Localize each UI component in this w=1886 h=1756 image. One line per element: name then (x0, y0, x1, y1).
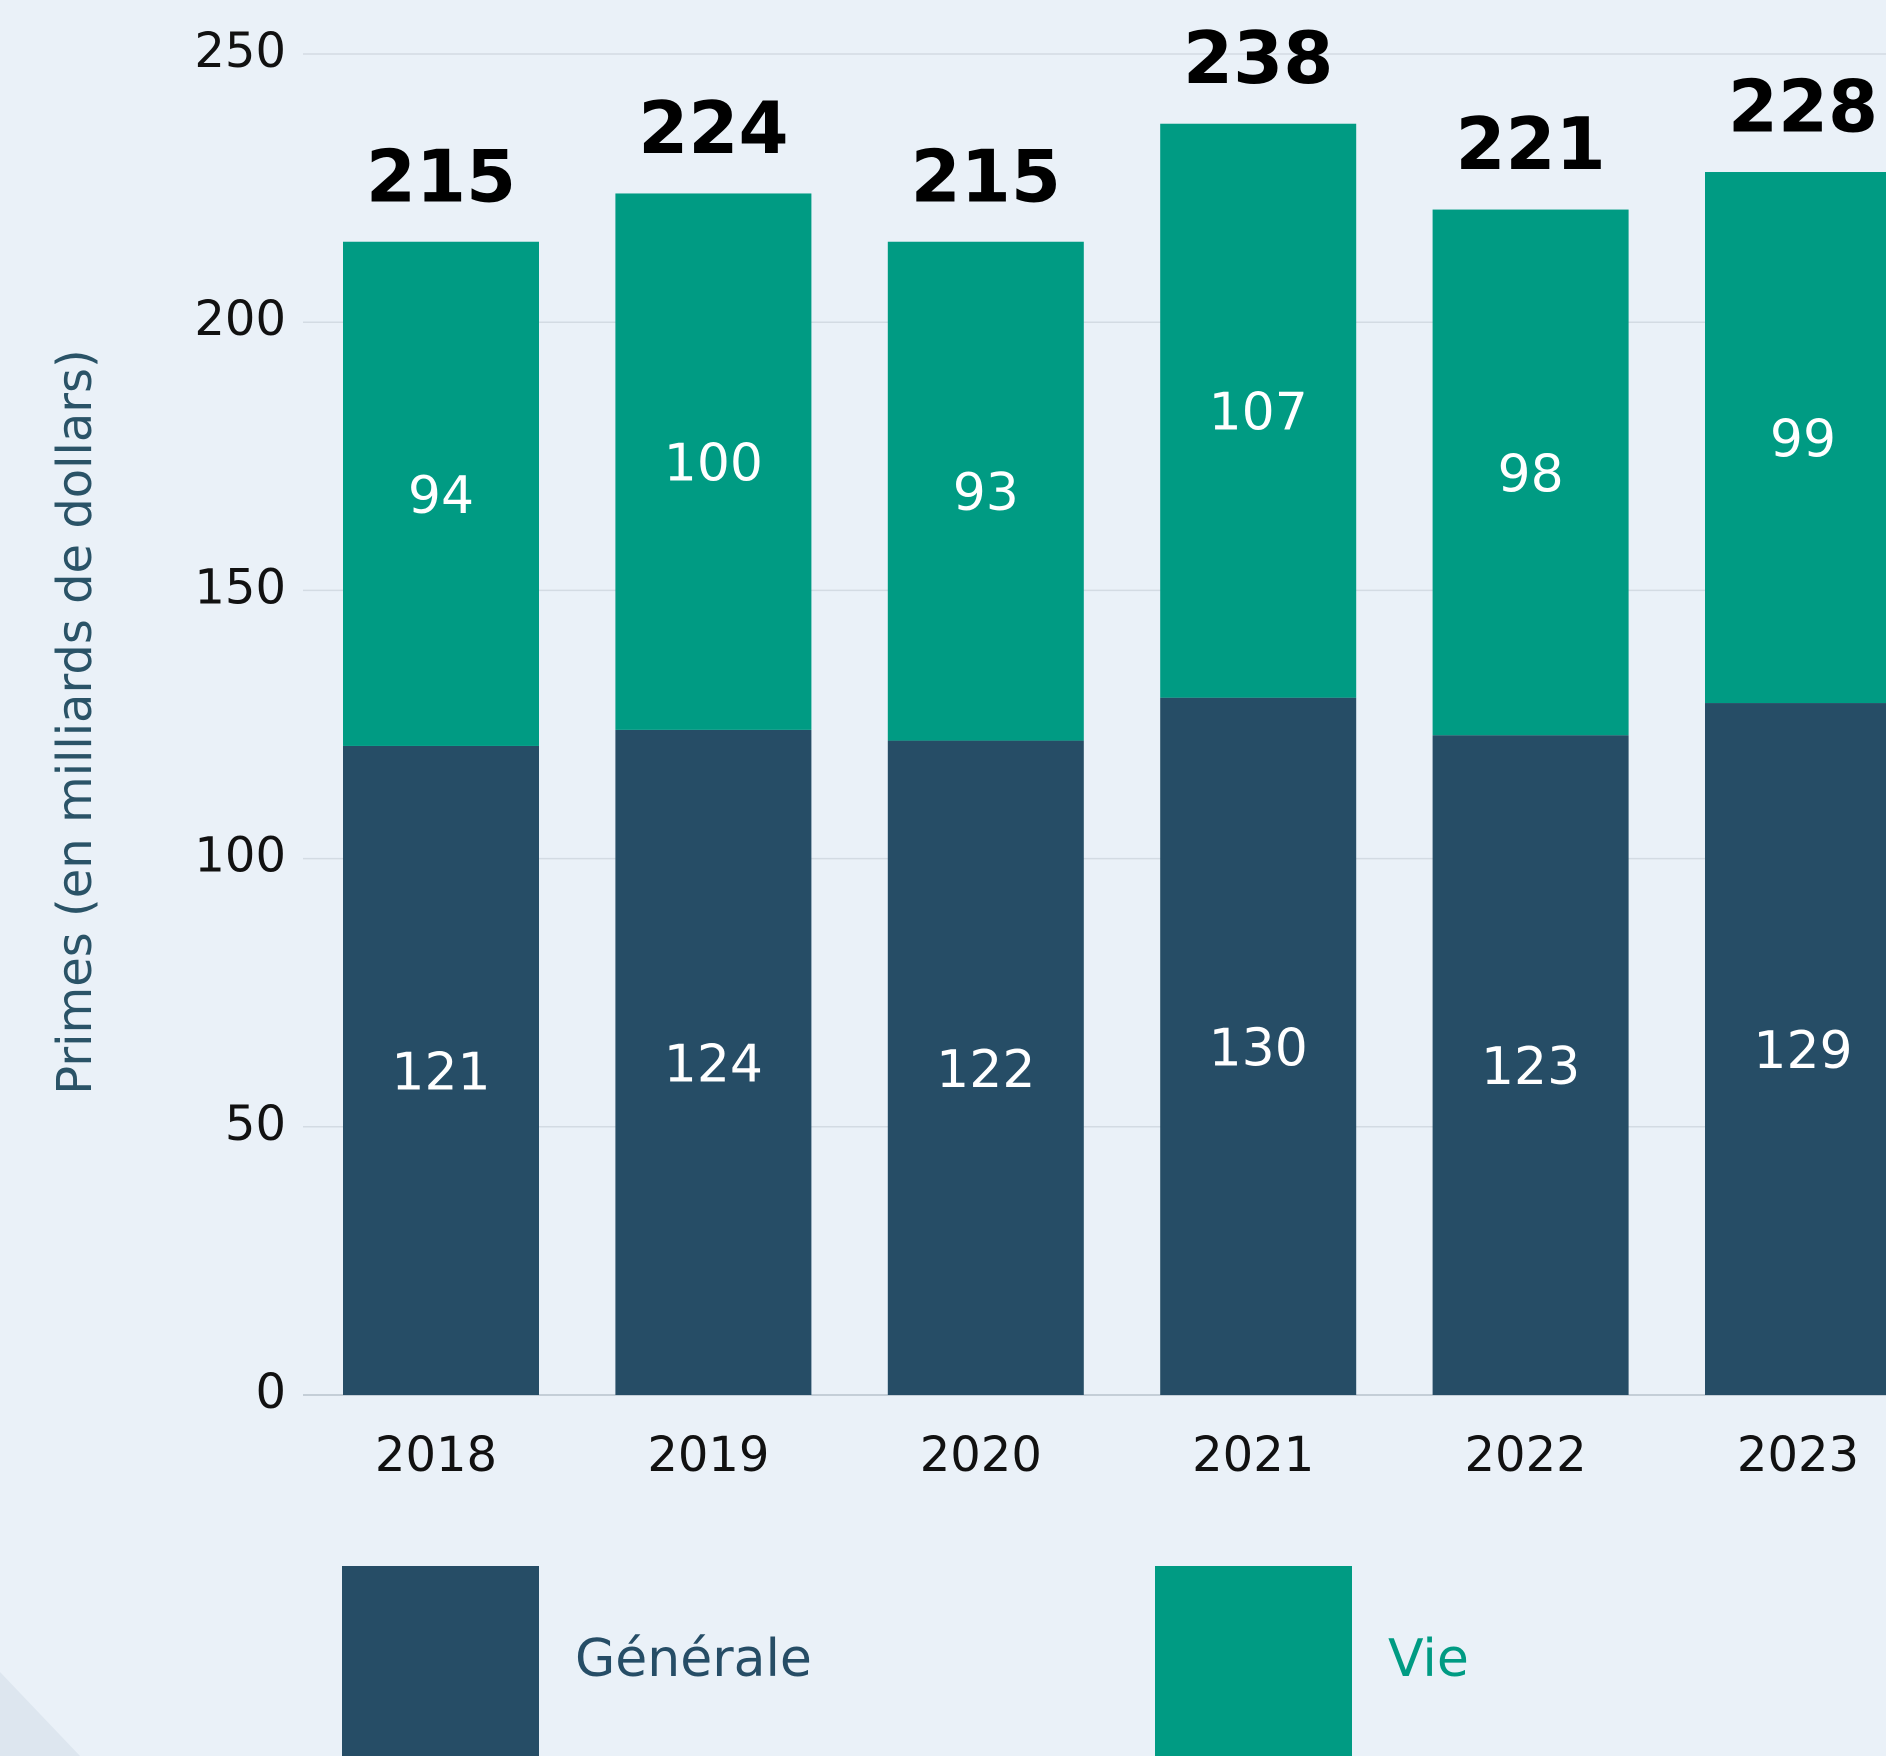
y-tick-label: 50 (225, 1096, 286, 1152)
y-tick-label: 150 (194, 559, 286, 615)
legend-label: Générale (575, 1629, 812, 1689)
legend-swatch (1155, 1566, 1352, 1756)
total-label: 215 (911, 134, 1061, 218)
x-tick-label: 2020 (920, 1427, 1042, 1483)
legend-swatch (342, 1566, 539, 1756)
bar-segment (343, 745, 539, 1395)
value-label: 121 (391, 1042, 490, 1102)
value-label: 123 (1481, 1037, 1580, 1097)
value-label: 107 (1209, 383, 1308, 443)
bar-segment (1705, 703, 1886, 1395)
total-label: 224 (638, 86, 788, 170)
value-label: 122 (936, 1040, 1035, 1100)
total-label: 221 (1455, 102, 1605, 186)
bar-segment (1432, 735, 1629, 1395)
bar-segment (615, 729, 812, 1395)
value-label: 94 (408, 466, 474, 526)
value-label: 99 (1770, 410, 1836, 470)
bar-segment (1160, 123, 1357, 698)
value-label: 129 (1753, 1021, 1852, 1081)
bar-segment (1160, 697, 1357, 1395)
value-label: 98 (1498, 444, 1564, 504)
value-label: 124 (664, 1034, 763, 1094)
y-tick-label: 200 (194, 291, 286, 347)
value-label: 100 (664, 434, 763, 494)
bar-segment (887, 241, 1084, 741)
y-tick-label: 100 (194, 828, 286, 884)
y-axis-title: Primes (en milliards de dollars) (47, 349, 103, 1094)
total-label: 215 (366, 134, 516, 218)
value-label: 93 (953, 463, 1019, 523)
y-tick-label: 250 (194, 23, 286, 79)
bar-segment (615, 193, 812, 730)
bar-segment (887, 740, 1084, 1395)
x-tick-label: 2018 (375, 1427, 497, 1483)
bar-segment (343, 241, 539, 746)
x-tick-label: 2023 (1737, 1427, 1859, 1483)
legend-label: Vie (1388, 1629, 1469, 1689)
bar-segment (1705, 172, 1886, 704)
x-tick-label: 2021 (1192, 1427, 1314, 1483)
total-label: 228 (1728, 65, 1878, 149)
corner-decoration (0, 1672, 80, 1756)
x-tick-label: 2019 (647, 1427, 769, 1483)
x-tick-label: 2022 (1465, 1427, 1587, 1483)
bar-segment (1432, 209, 1629, 736)
value-label: 130 (1209, 1018, 1308, 1078)
y-tick-label: 0 (255, 1364, 286, 1420)
total-label: 238 (1183, 16, 1333, 100)
